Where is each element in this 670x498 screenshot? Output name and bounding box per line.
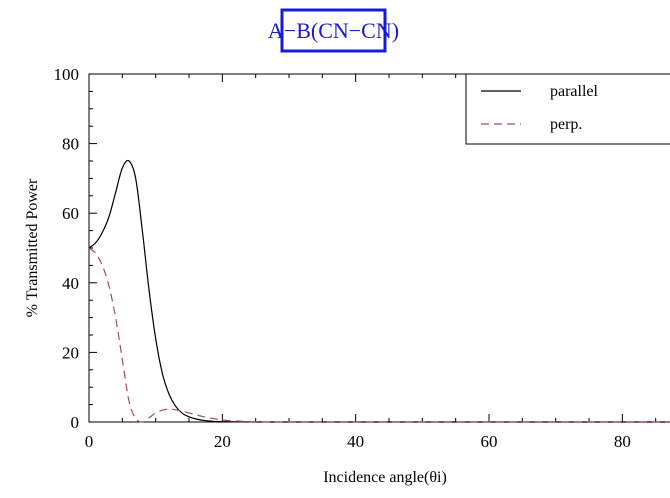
legend-label-parallel: parallel	[550, 83, 599, 100]
y-axis-title: % Transmitted Power	[24, 178, 41, 317]
x-tick-label: 20	[214, 432, 231, 451]
series-lines	[88, 159, 670, 423]
y-tick-label: 100	[54, 65, 80, 84]
x-tick-label: 80	[614, 432, 631, 451]
y-tick-label: 60	[62, 204, 79, 223]
x-axis-title: Incidence angle(θi)	[323, 469, 447, 486]
chart-title-group: A−B(CN−CN)	[268, 8, 399, 53]
chart-title-box	[280, 8, 387, 53]
legend: parallel perp.	[465, 73, 670, 145]
y-tick-label: 40	[62, 274, 79, 293]
y-tick-label: 20	[62, 343, 79, 362]
y-tick-label: 80	[62, 135, 79, 154]
x-tick-label: 60	[481, 432, 498, 451]
x-tick-label: 40	[347, 432, 364, 451]
series-line-parallel	[88, 159, 670, 423]
chart-title: A−B(CN−CN)	[268, 18, 399, 43]
series-line-perp	[88, 247, 670, 423]
axis-tick-labels: 0 20 40 60 80 0 20 40 60 80 100	[54, 65, 631, 451]
legend-box	[465, 73, 670, 145]
y-tick-label: 0	[71, 413, 80, 432]
x-tick-label: 0	[85, 432, 94, 451]
legend-label-perp: perp.	[550, 116, 582, 133]
